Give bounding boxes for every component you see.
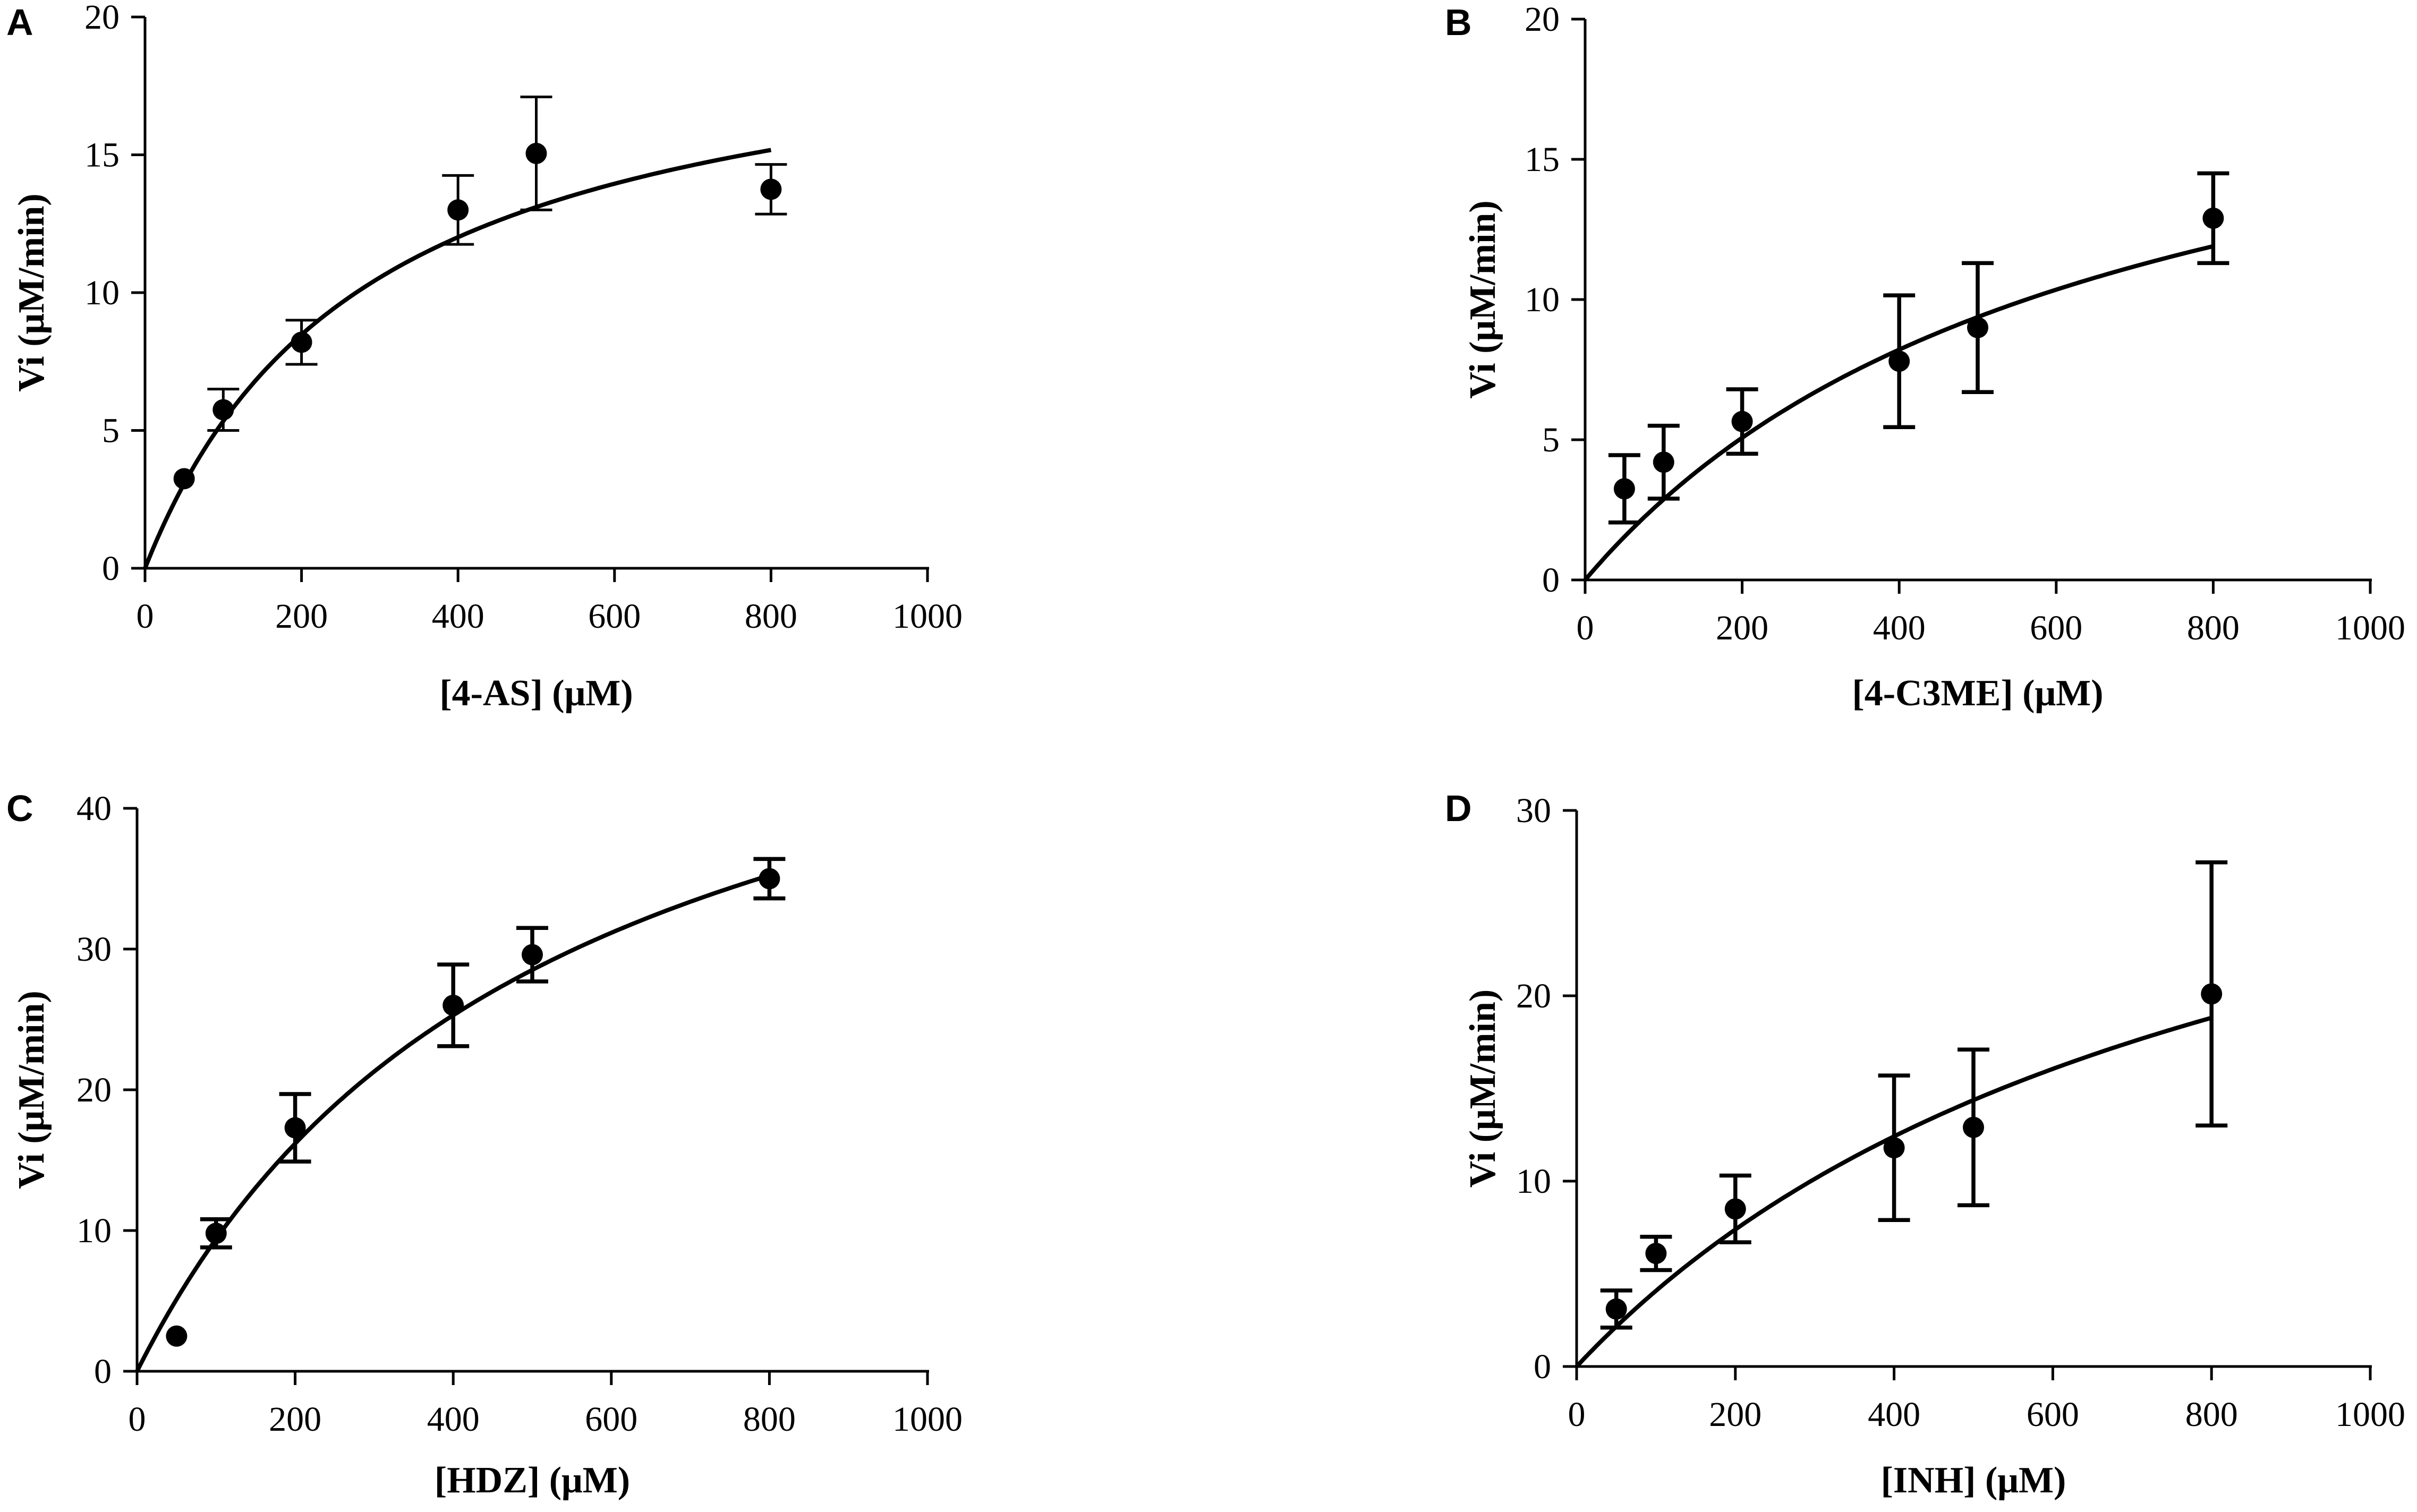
- y-tick-label: 40: [76, 789, 112, 828]
- panel-label: D: [1445, 788, 1472, 829]
- x-tick-label: 200: [1716, 609, 1768, 647]
- data-point: [1731, 411, 1753, 432]
- data-point: [1613, 478, 1635, 500]
- panel-a: A 0 200 400 600 800 1000 0 5 10 15 20 [4-AS] (μM) Vi …: [6, 0, 963, 714]
- x-tick-label: 200: [269, 1400, 321, 1439]
- panel-label: A: [6, 2, 33, 43]
- y-tick-label: 20: [76, 1071, 112, 1109]
- x-tick-label: 400: [427, 1400, 480, 1439]
- data-point: [1888, 351, 1910, 372]
- y-tick-label: 0: [94, 1352, 112, 1391]
- data-point: [173, 468, 195, 490]
- data-point: [1724, 1198, 1746, 1220]
- x-tick-label: 1000: [892, 1400, 963, 1439]
- x-tick-label: 400: [1868, 1395, 1920, 1434]
- x-axis-title: [HDZ] (μM): [435, 1460, 630, 1501]
- data-point: [284, 1117, 306, 1139]
- data-point: [205, 1223, 227, 1244]
- x-tick-label: 800: [2187, 609, 2240, 647]
- y-tick-label: 15: [1525, 140, 1560, 179]
- x-tick-label: 0: [137, 597, 154, 636]
- x-tick-label: 400: [1873, 609, 1926, 647]
- data-point: [2202, 207, 2224, 229]
- y-axis-title: Vi (μM/min): [1462, 200, 1503, 398]
- y-tick-label: 20: [1525, 0, 1560, 39]
- panel-c: C 0 200 400 600 800 1000 0 10 20 30 40 [HDZ] (μM) Vi …: [6, 788, 963, 1501]
- y-tick-label: 10: [76, 1211, 112, 1250]
- data-point: [759, 868, 780, 890]
- panel-label: B: [1445, 2, 1472, 43]
- data-point: [522, 944, 543, 966]
- x-tick-label: 1000: [2335, 609, 2405, 647]
- x-tick-label: 600: [585, 1400, 637, 1439]
- panel-d: D 0 200 400 600 800 1000 0 10 20 30 [INH] (μM) Vi (μ…: [1445, 788, 2405, 1501]
- x-axis-title: [4-C3ME] (μM): [1852, 673, 2103, 714]
- x-tick-label: 600: [588, 597, 641, 636]
- data-point: [760, 178, 782, 200]
- panel-label: C: [6, 788, 33, 829]
- x-tick-label: 0: [1568, 1395, 1586, 1434]
- x-axis-title: [INH] (μM): [1881, 1460, 2066, 1501]
- y-tick-label: 5: [1542, 421, 1560, 459]
- y-tick-label: 0: [1534, 1347, 1551, 1386]
- data-point: [525, 142, 547, 164]
- x-tick-label: 800: [745, 597, 797, 636]
- y-tick-label: 0: [102, 549, 120, 588]
- data-point: [212, 399, 234, 421]
- y-tick-label: 20: [84, 0, 120, 37]
- data-point: [1645, 1243, 1667, 1265]
- x-tick-label: 0: [1577, 609, 1594, 647]
- data-point: [1967, 317, 1988, 338]
- y-tick-label: 15: [84, 136, 120, 175]
- panel-b: B 0 200 400 600 800 1000 0 5 10 15 20 [4-C3ME] (μM) V…: [1445, 0, 2405, 714]
- data-point: [447, 199, 469, 221]
- data-point: [2201, 983, 2223, 1005]
- x-tick-label: 200: [1709, 1395, 1761, 1434]
- data-point: [166, 1325, 188, 1347]
- x-tick-label: 800: [2185, 1395, 2238, 1434]
- y-axis-title: Vi (μM/min): [11, 990, 52, 1189]
- y-tick-label: 20: [1516, 977, 1551, 1015]
- x-tick-label: 600: [2030, 609, 2082, 647]
- data-point: [1883, 1137, 1905, 1159]
- x-tick-label: 600: [2027, 1395, 2079, 1434]
- y-tick-label: 10: [84, 274, 120, 312]
- x-tick-label: 800: [743, 1400, 796, 1439]
- y-axis-title: Vi (μM/min): [11, 193, 52, 391]
- x-tick-label: 200: [275, 597, 328, 636]
- data-point: [1653, 451, 1674, 473]
- y-axis-title: Vi (μM/min): [1462, 989, 1503, 1188]
- y-tick-label: 30: [1516, 791, 1551, 830]
- y-tick-label: 5: [102, 412, 120, 450]
- fit-curve: [135, 873, 770, 1372]
- y-tick-label: 10: [1516, 1162, 1551, 1201]
- x-tick-label: 1000: [2335, 1395, 2405, 1434]
- data-point: [291, 331, 312, 353]
- y-tick-label: 30: [76, 930, 112, 969]
- x-axis-title: [4-AS] (μM): [439, 673, 633, 714]
- y-tick-label: 10: [1525, 280, 1560, 319]
- data-point: [442, 995, 464, 1016]
- x-tick-label: 400: [432, 597, 484, 636]
- y-tick-label: 0: [1542, 561, 1560, 600]
- data-point: [1963, 1116, 1984, 1138]
- x-tick-label: 1000: [892, 597, 963, 636]
- data-point: [1605, 1298, 1627, 1320]
- x-tick-label: 0: [129, 1400, 146, 1439]
